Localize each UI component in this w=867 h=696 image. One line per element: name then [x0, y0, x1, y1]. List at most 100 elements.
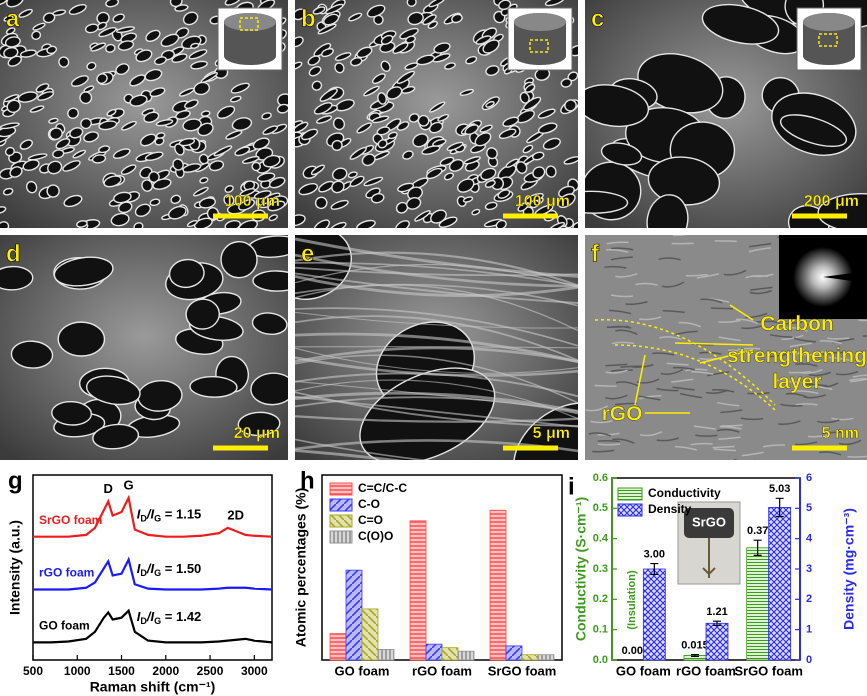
value-label: 3.00: [644, 548, 665, 560]
lattice-fringe: [780, 403, 803, 407]
pore: [98, 145, 111, 154]
pore: [444, 62, 456, 70]
pore: [140, 133, 157, 147]
stem: [702, 538, 716, 578]
panel-letter: b: [301, 5, 316, 32]
bar: [768, 507, 792, 661]
pore: [129, 74, 146, 87]
lattice-fringe: [638, 316, 662, 321]
sheet-wrinkle: [295, 263, 578, 288]
legend-swatch: [617, 503, 643, 517]
series-label: GO foam: [39, 619, 90, 633]
pore: [485, 100, 495, 108]
pore: [356, 46, 373, 59]
pore: [485, 65, 500, 76]
pore: [363, 176, 384, 187]
lattice-fringe: [707, 370, 730, 377]
ratio-label-part: /I: [146, 609, 155, 624]
scale-bar-label: 5 nm: [822, 425, 859, 442]
pore: [47, 160, 63, 175]
lattice-fringe: [789, 342, 812, 348]
value-label: 0.37: [747, 525, 768, 537]
legend-swatch: [329, 514, 353, 528]
pore: [380, 34, 394, 45]
pore: [29, 105, 45, 113]
lattice-fringe: [625, 301, 648, 305]
pore: [334, 52, 352, 61]
pore: [428, 0, 446, 8]
y-tick-label: 0.4: [593, 533, 609, 545]
pore: [239, 187, 256, 197]
pore: [105, 0, 120, 8]
lattice-fringe: [775, 379, 798, 384]
pore: [464, 124, 479, 136]
pore: [484, 201, 498, 211]
pore: [238, 219, 259, 228]
pore: [320, 48, 334, 58]
cylinder-top: [224, 13, 276, 31]
pore: [371, 115, 390, 124]
pore: [220, 241, 258, 279]
lattice-fringe: [700, 298, 723, 304]
y2-tick-label: 0: [806, 654, 812, 666]
pointer: [634, 354, 646, 406]
ratio-label-part: G: [154, 514, 161, 524]
pore: [184, 99, 199, 110]
x-tick-label: SrGO foam: [734, 663, 803, 678]
pore: [0, 265, 34, 291]
pore: [31, 30, 42, 40]
pore: [25, 180, 38, 194]
ratio-label-part: D: [140, 569, 147, 579]
pore: [46, 184, 60, 198]
error-bar: [775, 497, 784, 518]
lattice-fringe: [793, 337, 816, 343]
pore: [238, 198, 256, 211]
lattice-fringe: [659, 336, 682, 341]
pore: [349, 146, 367, 160]
pore: [560, 78, 573, 88]
pore: [701, 3, 780, 45]
pore: [117, 40, 135, 51]
pore: [537, 122, 558, 134]
pore: [448, 159, 465, 172]
pore: [430, 209, 447, 224]
pore: [199, 176, 209, 184]
lattice-fringe: [672, 386, 695, 391]
bar: [746, 547, 770, 661]
pore: [230, 82, 250, 94]
pore: [51, 400, 93, 426]
pore: [63, 194, 83, 208]
pore: [421, 145, 441, 155]
pore: [429, 101, 446, 113]
lattice-fringe: [805, 383, 828, 387]
pore: [10, 340, 54, 369]
pore: [4, 146, 15, 157]
lattice-fringe: [615, 381, 639, 387]
beam-stop: [823, 271, 867, 283]
pore: [172, 158, 184, 171]
pore: [572, 221, 578, 228]
pore: [417, 114, 430, 127]
lattice-fringe: [636, 378, 660, 384]
pore: [331, 180, 345, 194]
annotation: layer: [772, 371, 821, 394]
pore: [585, 84, 650, 128]
pore: [72, 149, 87, 159]
pore: [451, 13, 463, 24]
lattice-fringe: [720, 409, 743, 414]
legend-swatch: [617, 487, 643, 501]
pore: [295, 36, 304, 48]
pore: [497, 189, 511, 199]
panel-letter: e: [301, 240, 314, 267]
pore: [170, 194, 182, 204]
pore: [295, 121, 309, 134]
error-bar: [753, 539, 762, 556]
pore: [198, 197, 216, 209]
lattice-fringe: [695, 434, 718, 437]
error-bar: [713, 620, 721, 627]
pore: [0, 221, 10, 228]
y-tick-label: 0.3: [593, 563, 608, 575]
pore: [225, 130, 243, 140]
pore: [103, 175, 122, 188]
pore: [298, 182, 319, 196]
